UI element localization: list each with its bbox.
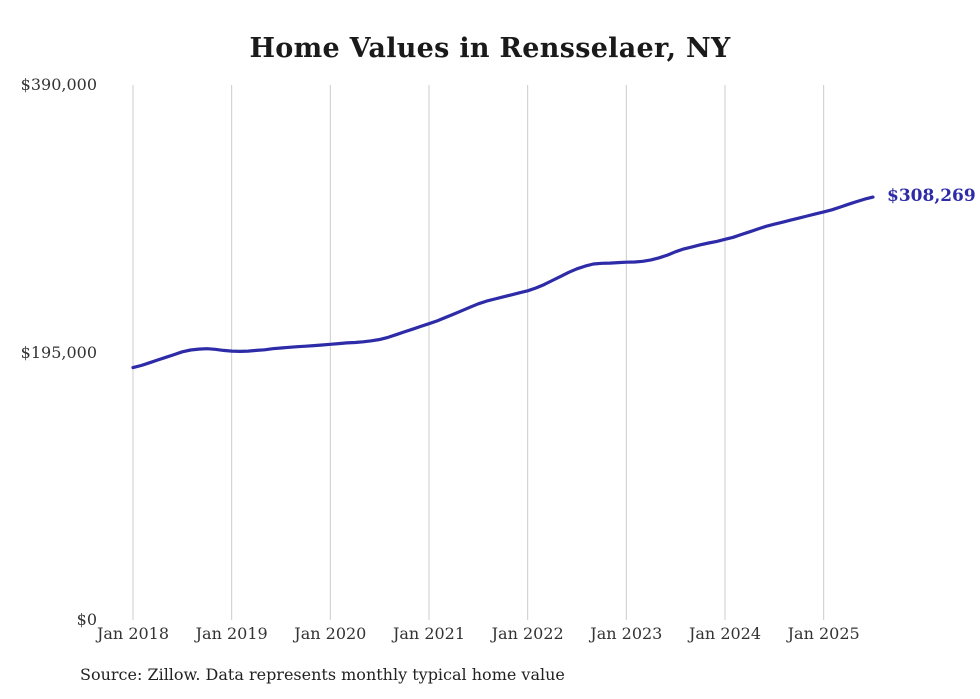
y-axis-tick-label: $195,000 xyxy=(20,342,97,362)
x-axis-tick-label: Jan 2022 xyxy=(491,624,564,643)
x-axis-tick-label: Jan 2025 xyxy=(787,624,860,643)
home-value-line-series xyxy=(131,195,875,370)
end-value-label: $308,269 xyxy=(887,186,976,207)
x-axis-tick-label: Jan 2023 xyxy=(590,624,663,643)
source-note: Source: Zillow. Data represents monthly … xyxy=(80,665,565,684)
chart-title: Home Values in Rensselaer, NY xyxy=(249,33,731,64)
x-axis-tick-label: Jan 2021 xyxy=(392,624,466,643)
x-axis-tick-label: Jan 2018 xyxy=(96,624,170,643)
y-axis-tick-label: $0 xyxy=(76,610,97,629)
y-axis-tick-label: $390,000 xyxy=(20,75,97,94)
x-axis-tick-label: Jan 2019 xyxy=(195,624,268,643)
x-axis-tick-label: Jan 2020 xyxy=(294,624,367,643)
x-axis-tick-label: Jan 2024 xyxy=(688,624,762,643)
